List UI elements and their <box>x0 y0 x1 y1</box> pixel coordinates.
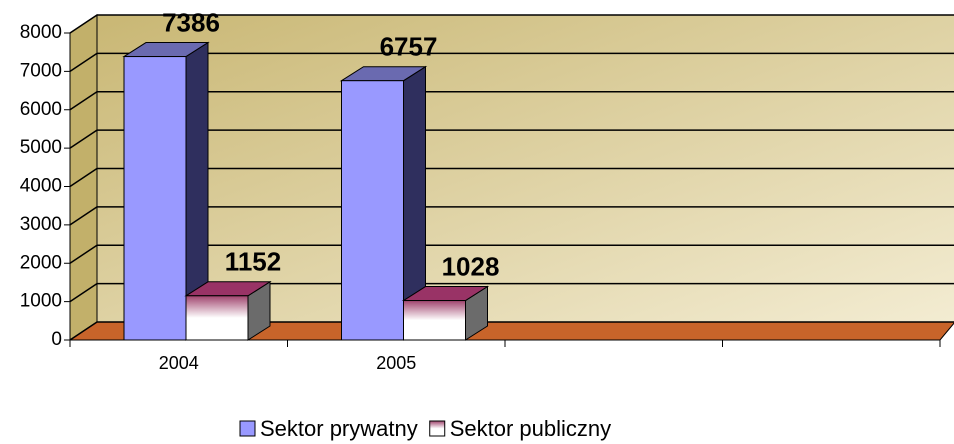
grid-line <box>69 321 954 341</box>
x-tick-label: 2004 <box>159 353 199 373</box>
bar <box>184 280 272 341</box>
y-tick-label: 6000 <box>20 99 62 120</box>
grid-line <box>69 206 954 226</box>
y-tick-label: 1000 <box>20 291 62 312</box>
legend-swatch <box>239 420 256 437</box>
bar-front <box>123 56 187 341</box>
bar <box>339 65 428 341</box>
grid-line <box>69 129 954 149</box>
y-tick-label: 7000 <box>20 60 62 81</box>
data-label: 7386 <box>162 7 220 37</box>
grid-line <box>69 52 954 72</box>
y-tick-label: 5000 <box>20 137 62 158</box>
bar-front <box>403 300 466 341</box>
y-tick-label: 0 <box>51 329 62 350</box>
bar-front <box>185 295 249 341</box>
data-label: 6757 <box>380 32 438 62</box>
legend-label: Sektor prywatny <box>260 416 418 441</box>
grid-line <box>69 91 954 111</box>
grid-line <box>69 282 954 303</box>
grid-line <box>69 244 954 264</box>
data-label: 1152 <box>225 247 281 277</box>
y-tick-label: 3000 <box>20 214 62 235</box>
y-tick-label: 8000 <box>20 22 62 43</box>
x-tick-label: 2005 <box>376 353 416 373</box>
bar <box>401 285 490 341</box>
y-tick-label: 2000 <box>20 252 62 273</box>
y-tick-label: 4000 <box>20 176 62 197</box>
legend-label: Sektor publiczny <box>450 416 611 441</box>
grid-line <box>69 14 954 34</box>
bar <box>122 41 210 341</box>
bar-front <box>341 80 404 341</box>
legend-swatch <box>429 420 446 437</box>
data-label: 1028 <box>442 251 500 281</box>
grid-line <box>69 167 954 188</box>
